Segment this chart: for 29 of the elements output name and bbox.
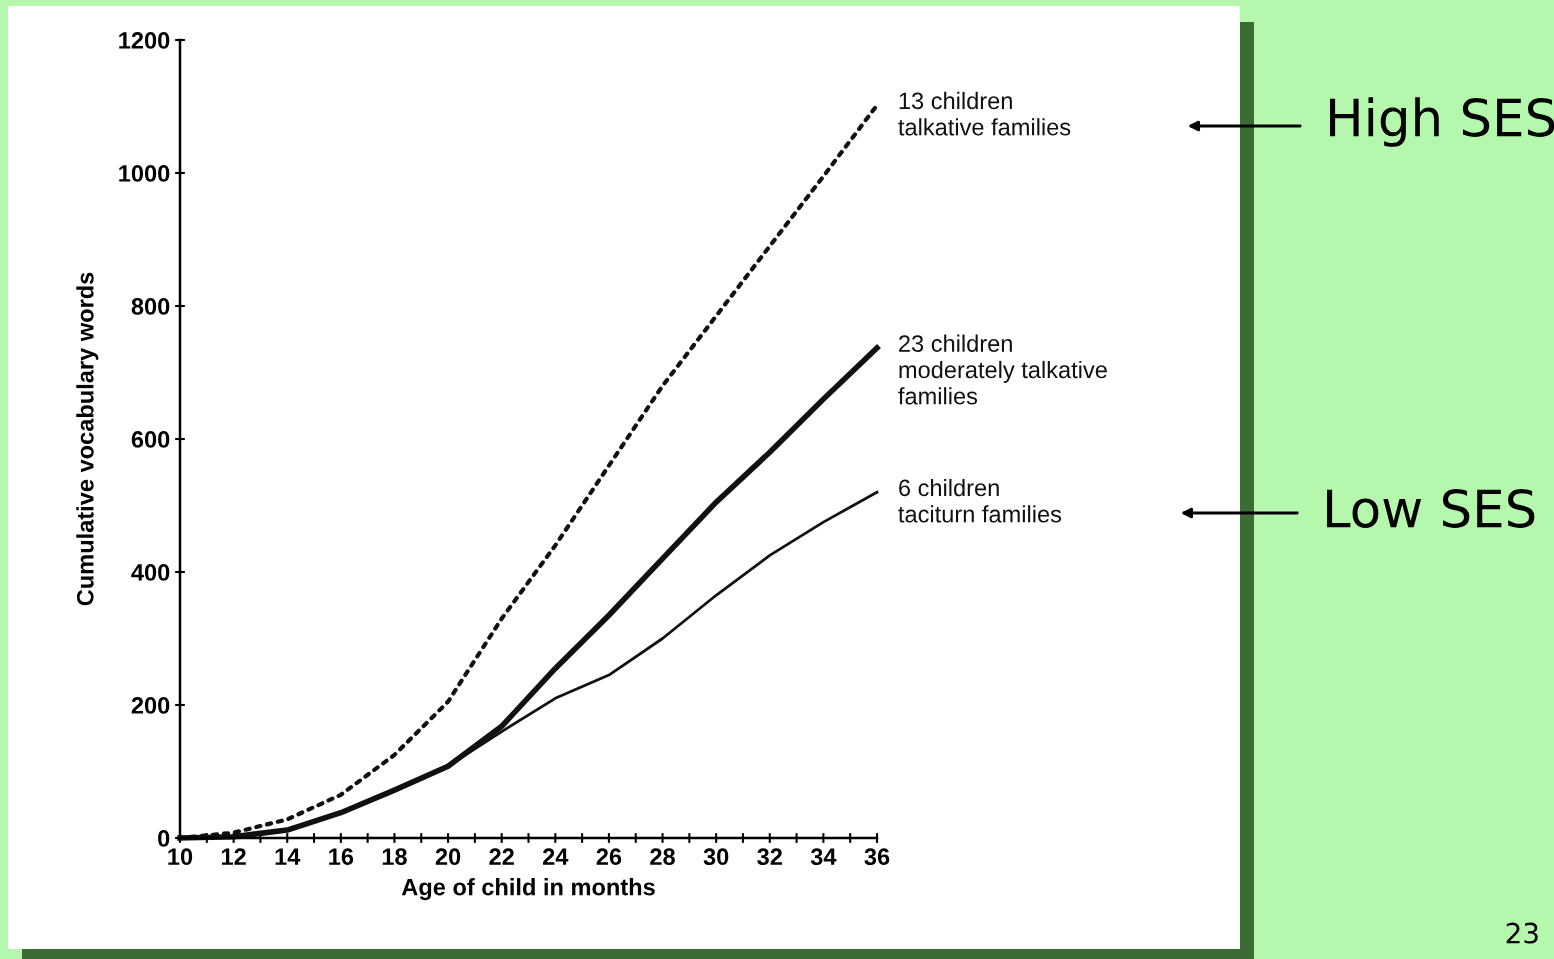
x-tick-label: 18 [382, 848, 407, 866]
series-label: 13 children talkative families [898, 91, 1071, 136]
y-tick-label: 200 [131, 697, 170, 714]
x-axis-title: Age of child in months [401, 878, 655, 901]
y-tick-label: 400 [131, 564, 170, 581]
x-tick-label: 20 [435, 848, 461, 866]
x-tick-label: 22 [489, 848, 514, 865]
y-tick-label: 800 [131, 298, 170, 315]
x-tick-label: 12 [221, 848, 246, 865]
x-tick-label: 28 [650, 848, 675, 866]
series-label: 6 children taciturn families [898, 478, 1062, 523]
text: Low SES [1327, 489, 1535, 528]
x-tick-label: 30 [703, 848, 729, 866]
y-axis-title: Cumulative vocabulary words [76, 272, 99, 606]
x-tick-label: 24 [543, 848, 569, 865]
x-tick-label: 14 [275, 848, 301, 865]
x-tick-label: 16 [329, 848, 354, 866]
x-tick-label: 36 [864, 848, 890, 866]
text: High SES [1330, 97, 1554, 147]
y-tick-label: 1200 [119, 32, 170, 49]
y-tick-label: 0 [158, 830, 170, 847]
text: 23 [1506, 922, 1538, 944]
x-tick-label: 10 [168, 848, 193, 866]
x-tick-label: 26 [596, 848, 622, 866]
x-tick-label: 34 [810, 848, 837, 866]
series-label: 23 children moderately talkative families [898, 334, 1107, 405]
y-tick-label: 1000 [119, 165, 170, 182]
x-tick-label: 32 [757, 848, 782, 866]
y-tick-label: 600 [131, 431, 170, 448]
